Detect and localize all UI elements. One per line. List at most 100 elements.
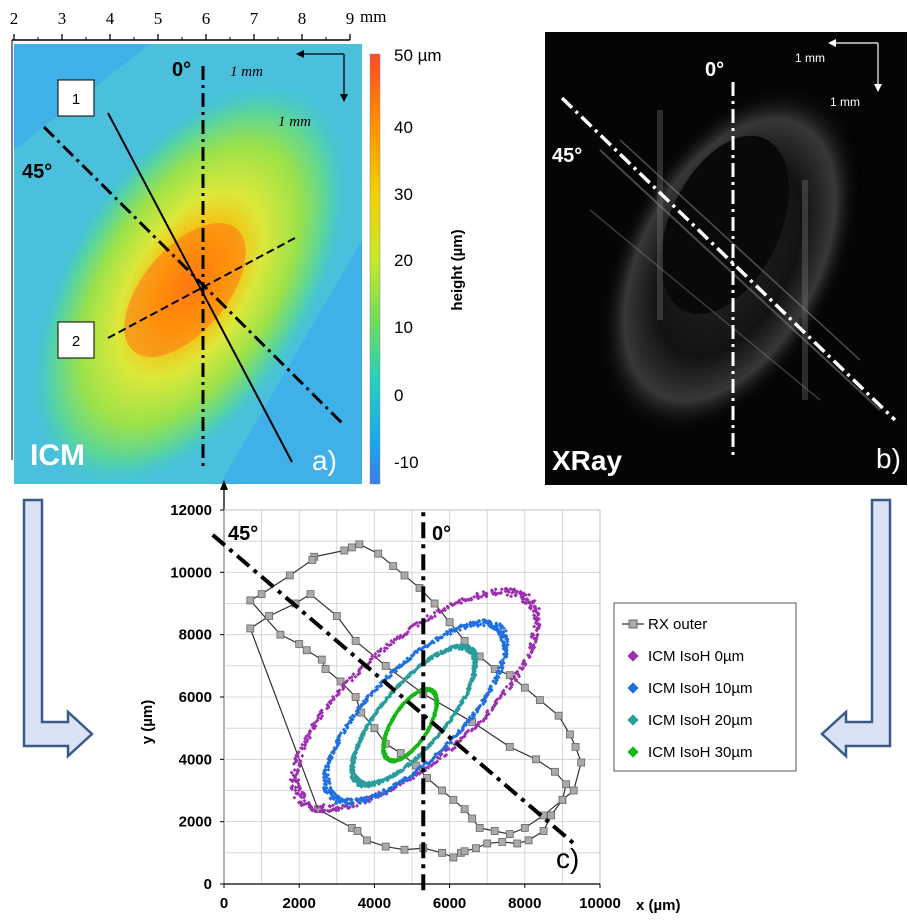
panel-a-letter: a) xyxy=(312,445,337,476)
isoh-point xyxy=(509,680,514,685)
arrow-left-icon xyxy=(296,50,304,58)
isoh-point xyxy=(327,781,332,786)
rx-outer-point xyxy=(347,543,356,552)
rx-outer-point xyxy=(532,755,540,764)
series-icm-isoh-20-m xyxy=(348,642,479,789)
x-tick-label: 8000 xyxy=(508,895,541,912)
x-tick-label: 0 xyxy=(220,895,228,912)
isoh-point xyxy=(433,754,437,759)
profile-line-1 xyxy=(107,112,293,463)
isoh-point xyxy=(513,592,518,597)
isoh-point xyxy=(532,636,537,641)
isoh-point xyxy=(535,626,540,631)
rx-outer-point xyxy=(483,839,492,848)
rx-outer-point xyxy=(571,742,580,751)
y-tick-label: 4000 xyxy=(179,751,212,768)
colorbar-tick-label: 50 µm xyxy=(394,46,442,65)
legend-entry-label: ICM IsoH 20µm xyxy=(648,712,753,729)
rx-outer-point xyxy=(475,824,484,832)
isoh-point xyxy=(433,614,437,619)
rx-outer-point xyxy=(302,646,311,655)
rx-outer-point xyxy=(445,618,454,627)
rx-outer-point xyxy=(524,836,533,845)
x-tick-label: 4000 xyxy=(358,895,391,912)
xray-scale-h: 1 mm xyxy=(795,51,825,65)
ruler-tick-label: 3 xyxy=(58,9,67,28)
colorbar-tick-label: 10 xyxy=(394,318,413,337)
rx-outer-point xyxy=(257,590,266,599)
x-tick-label: 2000 xyxy=(283,895,316,912)
isoh-point xyxy=(313,809,318,814)
legend-marker xyxy=(627,714,639,726)
profile-box-1 xyxy=(57,79,95,117)
rx-outer-point xyxy=(362,836,371,845)
isoh-point xyxy=(292,767,297,772)
isoh-point xyxy=(509,594,514,599)
legend-entry-label: ICM IsoH 0µm xyxy=(648,648,744,665)
icm-45-degree-line xyxy=(42,125,346,427)
rx-outer-point xyxy=(547,811,556,820)
legend-entry-label: ICM IsoH 10µm xyxy=(648,680,753,697)
rx-outer-point xyxy=(539,827,548,835)
rx-outer-point xyxy=(577,758,586,767)
rx-outer-point xyxy=(460,805,469,814)
ruler-tick-label: 7 xyxy=(250,9,259,28)
isoh-point xyxy=(293,788,298,793)
profile-box-1-label: 1 xyxy=(72,91,80,108)
rx-outer-point xyxy=(460,847,469,856)
x-tick-label: 6000 xyxy=(433,895,466,912)
rx-outer-point xyxy=(246,624,255,633)
rx-outer-point xyxy=(381,661,390,670)
rx-outer-point xyxy=(550,767,559,776)
icm-peak xyxy=(124,223,246,357)
isoh-point xyxy=(518,589,523,594)
isoh-point xyxy=(527,592,532,597)
isoh-point xyxy=(535,632,540,637)
chart-legend: RX outer ICM IsoH 0µm ICM IsoH 10µm ICM Iso… xyxy=(613,602,797,772)
xray-scale-v: 1 mm xyxy=(830,95,860,109)
colorbar-title: height (µm) xyxy=(449,229,466,310)
ruler-tick-label: 2 xyxy=(10,9,19,28)
rx-outer-point xyxy=(381,842,390,851)
guide-line-45-degree xyxy=(211,533,579,849)
isoh-point xyxy=(302,798,307,803)
rx-outer-point xyxy=(520,683,529,692)
rx-outer-point xyxy=(505,830,514,839)
isoh-point xyxy=(504,642,509,647)
rx-outer-point xyxy=(295,640,304,648)
chart-angle-45-label: 45° xyxy=(228,523,258,545)
ruler-tick-label: 8 xyxy=(298,9,307,28)
rx-outer-point xyxy=(340,546,349,555)
panel-c-letter: c) xyxy=(556,843,579,874)
rx-outer-point xyxy=(513,839,522,848)
icm-angle-45-label: 45° xyxy=(22,161,52,183)
isoh-point xyxy=(532,624,537,629)
rx-outer-point xyxy=(400,571,409,580)
rx-outer-point xyxy=(569,786,578,795)
y-tick-label: 10000 xyxy=(170,564,212,581)
arrow-right-to-chart-icon xyxy=(820,498,892,759)
xray-angle-0-label: 0° xyxy=(705,59,724,81)
isoh-point xyxy=(509,677,514,682)
rx-outer-point xyxy=(468,814,477,823)
colorbar xyxy=(369,53,381,485)
isoh-point xyxy=(519,595,524,600)
rx-outer-point xyxy=(374,549,383,558)
xray-label: XRay xyxy=(552,445,622,476)
isoh-point xyxy=(466,728,471,733)
isoh-point xyxy=(515,669,520,674)
isoh-point xyxy=(300,753,305,758)
rx-outer-point xyxy=(246,596,255,605)
isoh-point xyxy=(493,587,498,592)
colorbar-tick-label: 40 xyxy=(394,118,413,137)
isoh-point xyxy=(356,672,361,677)
series-icm-isoh-10-m xyxy=(321,618,510,807)
isoh-point xyxy=(531,642,536,647)
isoh-point xyxy=(532,616,537,621)
colorbar-tick-label: 30 xyxy=(394,185,413,204)
isoh-point xyxy=(355,803,360,808)
icm-scale-h: 1 mm xyxy=(230,64,263,80)
isoh-point xyxy=(521,658,526,663)
isoh-point xyxy=(353,674,358,679)
isoh-point xyxy=(373,651,378,656)
